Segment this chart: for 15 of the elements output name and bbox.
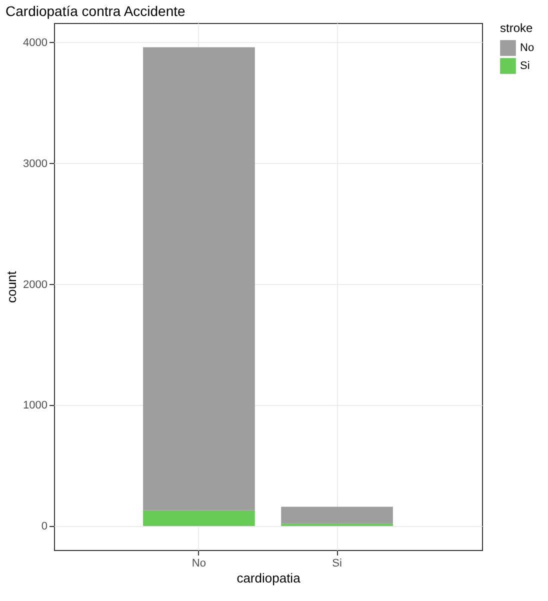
y-tick-label: 3000 bbox=[23, 158, 48, 170]
bar bbox=[143, 510, 255, 526]
chart-title: Cardiopatía contra Accidente bbox=[6, 3, 186, 19]
legend-label: Si bbox=[520, 60, 530, 72]
y-axis-title: count bbox=[4, 270, 20, 303]
bar bbox=[143, 47, 255, 510]
y-tick-label: 2000 bbox=[23, 278, 48, 291]
legend-label: No bbox=[520, 42, 534, 54]
y-tick-label: 1000 bbox=[23, 400, 48, 412]
bar bbox=[281, 524, 393, 526]
legend-title: stroke bbox=[500, 21, 534, 35]
y-tick-label: 0 bbox=[41, 520, 48, 533]
x-axis-title: cardiopatia bbox=[236, 570, 302, 586]
bar bbox=[281, 506, 393, 524]
y-tick-label: 4000 bbox=[23, 36, 48, 49]
